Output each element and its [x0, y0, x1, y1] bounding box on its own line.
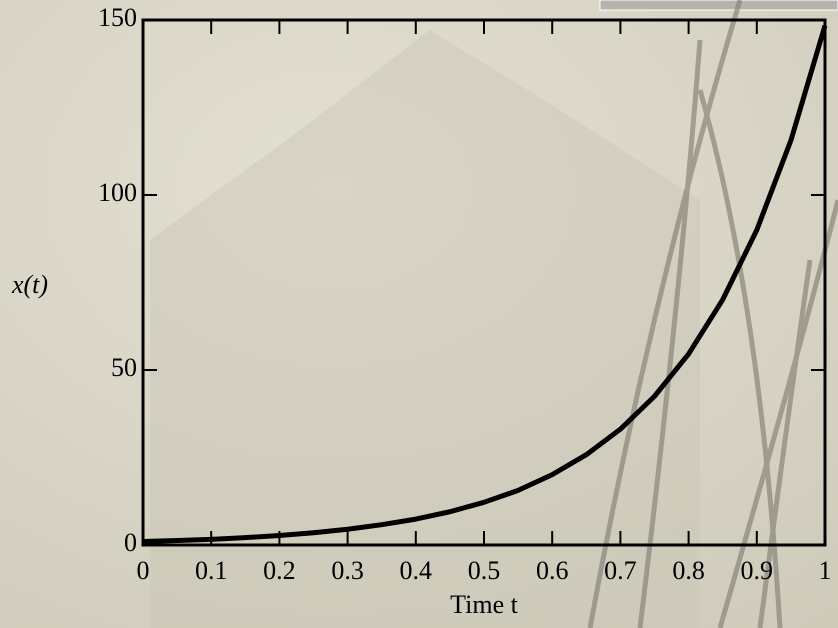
y-tick-label: 50 — [111, 353, 137, 382]
data-line — [142, 24, 828, 544]
y-tick-label: 100 — [98, 178, 137, 207]
backdrop-shape — [150, 30, 700, 628]
x-tick-label: 0.6 — [536, 556, 569, 585]
x-tick-label: 0.3 — [331, 556, 364, 585]
y-tick-label: 150 — [98, 3, 137, 32]
x-tick-label: 0 — [137, 556, 150, 585]
x-tick-label: 0.5 — [468, 556, 501, 585]
x-axis-label: Time t — [450, 590, 518, 619]
x-tick-label: 0.4 — [400, 556, 433, 585]
decor-stems — [587, 0, 838, 628]
x-tick-label: 0.8 — [672, 556, 705, 585]
x-tick-label: 0.1 — [195, 556, 228, 585]
y-axis-label: x(t) — [11, 270, 48, 299]
corner-tab — [599, 0, 838, 11]
x-tick-label: 1 — [819, 556, 832, 585]
x-tick-label: 0.2 — [263, 556, 296, 585]
x-tick-label: 0.7 — [604, 556, 637, 585]
y-tick-label: 0 — [124, 528, 137, 557]
x-tick-label: 0.9 — [741, 556, 774, 585]
